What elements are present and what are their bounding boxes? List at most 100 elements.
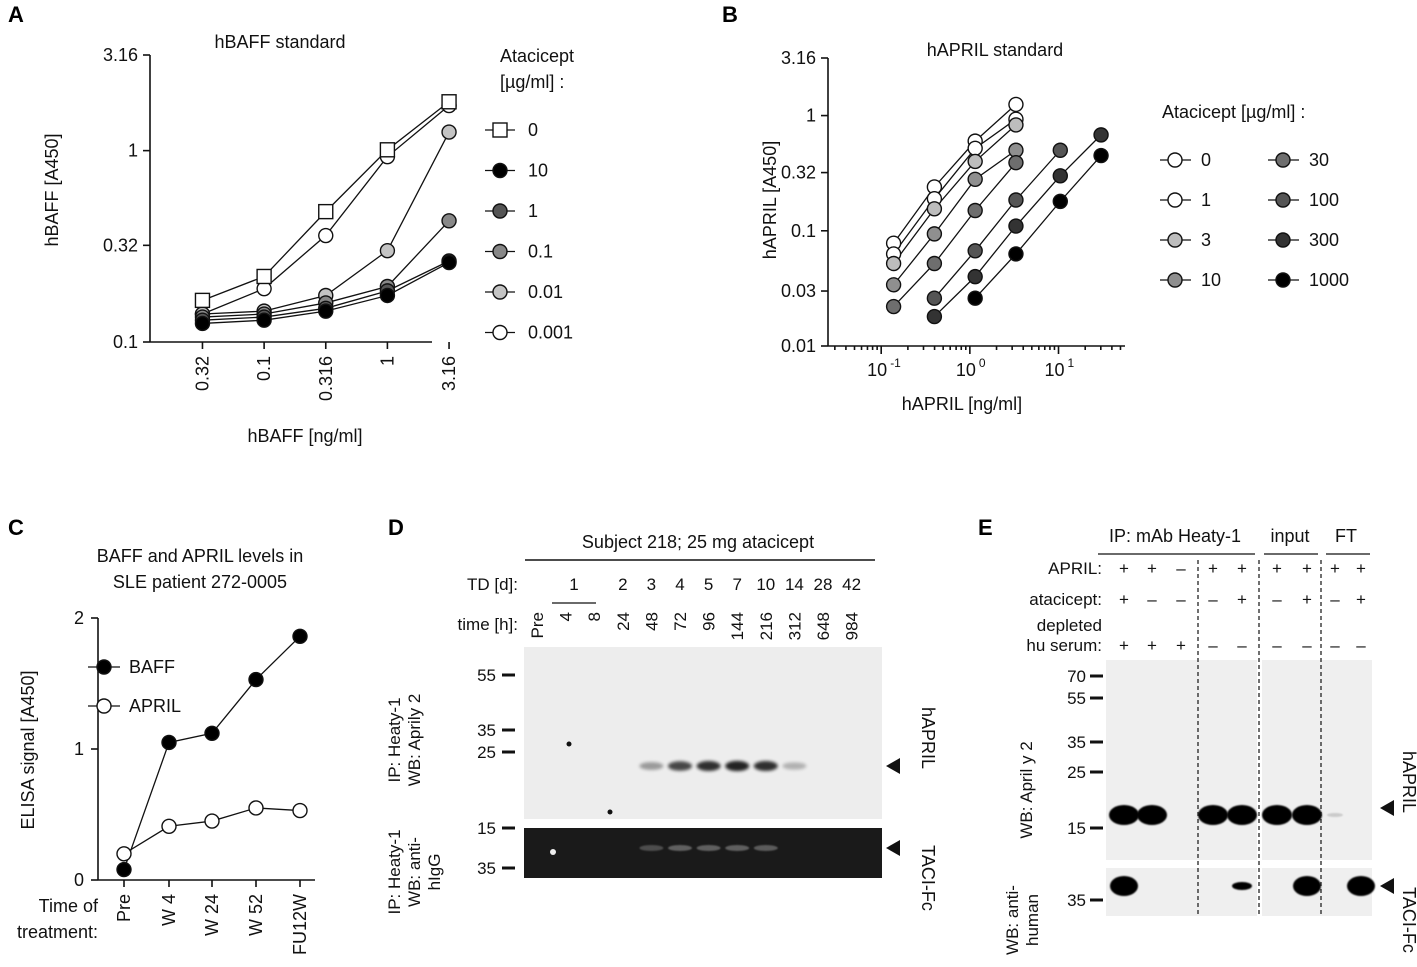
panel-b-ytick-label: 0.03 — [781, 281, 816, 301]
panel-e-right-label-top: hAPRIL — [1399, 751, 1417, 813]
panel-b-legend-marker — [1275, 152, 1291, 168]
panel-a-point — [194, 315, 211, 332]
panel-e-cell: + — [1302, 590, 1312, 609]
panel-e-row-label: APRIL: — [1048, 559, 1102, 578]
panel-d-arrow-bottom — [886, 840, 900, 856]
panel-d-time-value: 984 — [843, 612, 862, 640]
panel-e-cell: + — [1176, 636, 1186, 655]
panel-b-point — [1008, 154, 1024, 171]
panel-d-side-label-bottom: WB: anti- — [405, 837, 424, 907]
panel-c-legend-label: BAFF — [129, 657, 175, 677]
panel-e-marker-label: 25 — [1067, 763, 1086, 782]
panel-d-td-value: 14 — [785, 575, 804, 594]
panel-c-point — [204, 813, 220, 829]
panel-b-series-line — [974, 155, 1102, 299]
panel-d-band-bottom — [696, 845, 721, 851]
panel-b-point — [967, 202, 983, 219]
panel-a-xtick-label: 3.16 — [439, 356, 459, 391]
panel-c-xtick-label: FU12W — [290, 894, 310, 955]
panel-a-legend-marker — [492, 162, 508, 179]
panel-c-chart: BAFF and APRIL levels in SLE patient 272… — [17, 546, 315, 955]
panel-d-band-top — [753, 761, 778, 771]
panel-a-point — [379, 287, 396, 304]
panel-b-point — [885, 255, 902, 272]
panel-a-chart: hBAFF standard hBAFF [A450] hBAFF [ng/ml… — [42, 32, 574, 446]
panel-a-xtick-label: 0.1 — [254, 356, 274, 381]
panel-a-ylabel: hBAFF [A450] — [42, 133, 62, 246]
panel-a-point — [318, 203, 334, 220]
panel-d-band-top — [639, 762, 664, 770]
panel-d-td-value: 3 — [647, 575, 656, 594]
panel-e-cell: – — [1330, 636, 1340, 655]
panel-a-legend-label: 0.001 — [528, 323, 573, 343]
panel-b-ytick-label: 3.16 — [781, 48, 816, 68]
panel-c-xtick-label: W 4 — [159, 894, 179, 926]
panel-b-legend-label: 30 — [1309, 150, 1329, 170]
panel-a-point — [441, 124, 457, 140]
panel-e-blot-top-1 — [1106, 660, 1257, 860]
panel-b-point — [926, 226, 943, 242]
panel-a-legend-marker — [492, 243, 508, 260]
panel-e-group-label: FT — [1335, 526, 1357, 546]
panel-b-legend-label: 0 — [1201, 150, 1211, 170]
panel-e-band-top — [1227, 805, 1257, 825]
panel-d-time-value: 648 — [814, 612, 833, 640]
panel-d-time-value: 8 — [585, 612, 604, 621]
panel-c-legend-marker — [96, 698, 112, 714]
panel-a-legend-label: 0.1 — [528, 242, 553, 262]
panel-e-row-label: depleted — [1037, 616, 1102, 635]
panel-b-point — [1052, 193, 1068, 210]
panel-b-xtick-label: 10 — [867, 360, 887, 380]
panel-c-point — [116, 846, 132, 862]
panel-a-legend-marker — [492, 203, 508, 219]
panel-d-time-value: 144 — [728, 612, 747, 640]
panel-d-marker-label: 25 — [477, 743, 496, 762]
panel-a-series-line — [202, 131, 450, 315]
panel-d-band-bottom — [639, 845, 664, 851]
panel-e-cell: + — [1237, 590, 1247, 609]
panel-a-ytick-label: 0.1 — [113, 332, 138, 352]
panel-b-legend-label: 3 — [1201, 230, 1211, 250]
panel-b-legend-label: 300 — [1309, 230, 1339, 250]
panel-b-ylabel: hAPRIL [A450] — [760, 141, 780, 259]
panel-b-legend-marker — [1275, 232, 1291, 248]
panel-e-cell: + — [1119, 590, 1129, 609]
panel-b-point — [885, 277, 902, 293]
panel-a-point — [318, 303, 334, 319]
panel-d-band-bottom — [753, 845, 778, 851]
panel-b-ytick-label: 1 — [806, 106, 816, 126]
panel-b-chart: hAPRIL standard hAPRIL [A450] hAPRIL [ng… — [760, 40, 1349, 414]
panel-b-legend-marker — [1167, 272, 1183, 288]
panel-d-band-top — [696, 761, 721, 771]
panel-e-cell: + — [1237, 559, 1247, 578]
panel-c-point — [161, 734, 177, 751]
panel-c-ylabel: ELISA signal [A450] — [18, 670, 38, 829]
panel-e-band-top — [1327, 813, 1343, 817]
panel-b-point — [967, 243, 983, 259]
panel-d-side-label-top: IP: Heaty-1 — [385, 697, 404, 782]
panel-b-series-line — [933, 149, 1061, 299]
panel-e-cell: + — [1272, 559, 1282, 578]
panel-d-td-value: 4 — [675, 575, 684, 594]
panel-letter-b: B — [722, 2, 738, 27]
panel-a-legend-marker — [492, 122, 508, 138]
panel-b-point — [967, 140, 983, 156]
panel-b-point — [926, 308, 943, 325]
panel-b-legend-marker — [1167, 192, 1183, 208]
panel-a-ytick-label: 3.16 — [103, 45, 138, 65]
panel-e-blot-top-2 — [1262, 660, 1372, 860]
panel-c-xtick-label: W 52 — [246, 894, 266, 936]
panel-a-ytick-label: 1 — [128, 141, 138, 161]
panel-b-title: hAPRIL standard — [927, 40, 1063, 60]
panel-e-band-bottom — [1232, 882, 1252, 890]
panel-letter-c: C — [8, 515, 24, 540]
panel-d-blot: Subject 218; 25 mg atacicept TD [d]: tim… — [385, 532, 938, 915]
panel-d-time-value: 48 — [642, 612, 661, 631]
panel-a-point — [256, 312, 272, 328]
panel-e-cell: – — [1330, 590, 1340, 609]
panel-e-cell: + — [1147, 559, 1157, 578]
panel-a-point — [379, 142, 396, 158]
panel-e-row-label: hu serum: — [1026, 636, 1102, 655]
panel-d-marker-label: 35 — [477, 721, 496, 740]
panel-a-legend-label: 10 — [528, 161, 548, 181]
